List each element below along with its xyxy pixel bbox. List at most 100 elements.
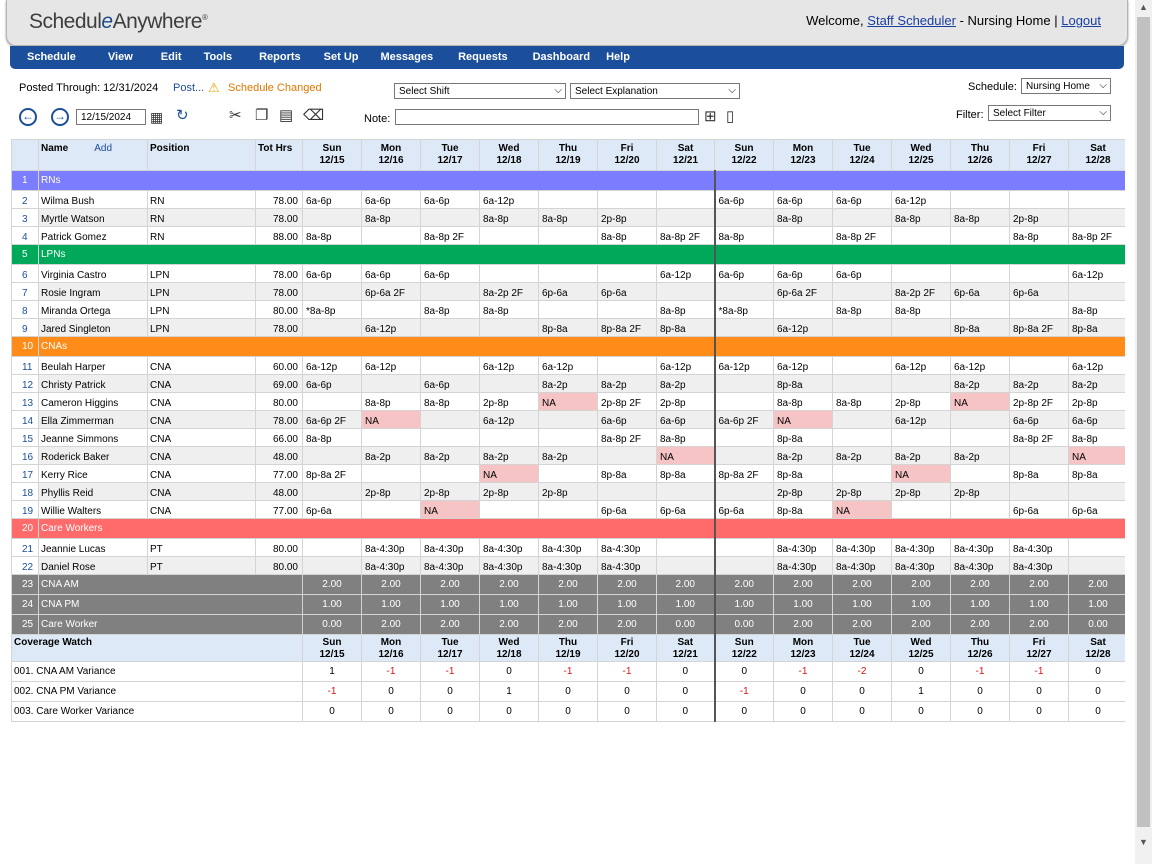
shift-cell[interactable]: 6p-6a: [1009, 282, 1069, 301]
header-day[interactable]: Thu 12/19: [538, 139, 598, 171]
copy-icon[interactable]: ❐: [255, 107, 269, 124]
shift-cell[interactable]: 6a-6p: [1068, 410, 1125, 429]
eraser-icon[interactable]: ⌫: [303, 107, 325, 124]
shift-cell[interactable]: 6a-6p 2F: [302, 410, 362, 429]
shift-cell[interactable]: 2p-8p: [773, 482, 833, 501]
shift-cell[interactable]: 8a-8p: [420, 300, 480, 319]
shift-cell[interactable]: [950, 464, 1010, 483]
shift-cell[interactable]: 6p-6a: [1068, 500, 1125, 519]
shift-cell[interactable]: [950, 300, 1010, 319]
shift-cell[interactable]: 8a-4:30p: [950, 538, 1010, 557]
user-link[interactable]: Staff Scheduler: [867, 13, 956, 28]
shift-cell[interactable]: 8a-8p: [302, 428, 362, 447]
shift-cell[interactable]: [891, 318, 951, 337]
shift-cell[interactable]: 8p-8a: [950, 318, 1010, 337]
shift-cell[interactable]: 6a-12p: [538, 356, 598, 375]
shift-cell[interactable]: NA: [950, 392, 1010, 411]
shift-cell[interactable]: [479, 374, 539, 393]
logout-link[interactable]: Logout: [1061, 13, 1101, 28]
shift-cell[interactable]: 6a-12p: [361, 356, 421, 375]
shift-cell[interactable]: [832, 282, 892, 301]
shift-cell[interactable]: [891, 428, 951, 447]
shift-cell[interactable]: [713, 208, 774, 227]
shift-cell[interactable]: [479, 428, 539, 447]
employee-name[interactable]: Beulah Harper: [38, 356, 148, 375]
shift-cell[interactable]: 8p-8a: [597, 464, 657, 483]
shift-cell[interactable]: 8a-8p: [538, 208, 598, 227]
shift-cell[interactable]: [713, 374, 774, 393]
shift-cell[interactable]: [420, 208, 480, 227]
add-employee-link[interactable]: Add: [94, 143, 113, 154]
shift-cell[interactable]: 8a-4:30p: [420, 556, 480, 575]
group-label[interactable]: Care Workers: [38, 518, 715, 539]
header-day[interactable]: Sun 12/15: [302, 139, 362, 171]
shift-cell[interactable]: [597, 264, 657, 283]
shift-cell[interactable]: [950, 264, 1010, 283]
shift-cell[interactable]: 8a-2p 2F: [479, 282, 539, 301]
header-day[interactable]: Fri 12/27: [1009, 139, 1069, 171]
shift-cell[interactable]: 6a-12p: [656, 356, 715, 375]
add-note-icon[interactable]: ⊞: [704, 108, 717, 125]
shift-cell[interactable]: [891, 374, 951, 393]
menu-set-up[interactable]: Set Up: [323, 51, 359, 63]
shift-cell[interactable]: 6a-12p: [773, 356, 833, 375]
shift-cell[interactable]: 2p-8p: [1068, 392, 1125, 411]
shift-cell[interactable]: [1009, 446, 1069, 465]
shift-cell[interactable]: [538, 264, 598, 283]
shift-cell[interactable]: [538, 410, 598, 429]
shift-cell[interactable]: [656, 538, 715, 557]
shift-cell[interactable]: 6p-6a: [597, 500, 657, 519]
employee-name[interactable]: Rosie Ingram: [38, 282, 148, 301]
shift-cell[interactable]: [420, 356, 480, 375]
shift-cell[interactable]: 8a-2p: [950, 374, 1010, 393]
shift-cell[interactable]: 8a-2p 2F: [891, 282, 951, 301]
employee-name[interactable]: Virginia Castro: [38, 264, 148, 283]
shift-cell[interactable]: [361, 464, 421, 483]
menu-help[interactable]: Help: [606, 51, 630, 63]
shift-cell[interactable]: 8a-4:30p: [420, 538, 480, 557]
shift-cell[interactable]: 8p-8a 2F: [713, 464, 774, 483]
shift-cell[interactable]: 8a-2p: [1068, 374, 1125, 393]
shift-cell[interactable]: 8a-8p: [1009, 226, 1069, 245]
shift-cell[interactable]: [1068, 482, 1125, 501]
shift-cell[interactable]: 2p-8p: [656, 392, 715, 411]
shift-cell[interactable]: [420, 318, 480, 337]
menu-reports[interactable]: Reports: [259, 51, 301, 63]
shift-cell[interactable]: 6a-12p: [361, 318, 421, 337]
shift-cell[interactable]: [361, 226, 421, 245]
shift-cell[interactable]: [302, 556, 362, 575]
shift-cell[interactable]: [832, 318, 892, 337]
shift-cell[interactable]: 6a-12p: [950, 356, 1010, 375]
shift-cell[interactable]: 8a-8p 2F: [656, 226, 715, 245]
shift-cell[interactable]: 8a-8p: [656, 300, 715, 319]
shift-cell[interactable]: 8a-8p 2F: [832, 226, 892, 245]
new-page-icon[interactable]: ▯: [726, 108, 735, 125]
shift-cell[interactable]: 6a-12p: [773, 318, 833, 337]
shift-cell[interactable]: 8a-8p: [832, 392, 892, 411]
shift-cell[interactable]: 8p-8a: [656, 464, 715, 483]
refresh-icon[interactable]: ↻: [176, 107, 189, 124]
shift-cell[interactable]: 2p-8p: [479, 482, 539, 501]
shift-cell[interactable]: 8a-8p: [1068, 300, 1125, 319]
shift-cell[interactable]: 8a-8p: [479, 208, 539, 227]
scroll-thumb[interactable]: [1137, 17, 1150, 827]
shift-cell[interactable]: 6p-6a: [538, 282, 598, 301]
shift-cell[interactable]: 8a-2p: [891, 446, 951, 465]
shift-cell[interactable]: *8a-8p: [302, 300, 362, 319]
shift-cell[interactable]: 2p-8p 2F: [597, 392, 657, 411]
shift-cell[interactable]: 8a-8p: [1068, 428, 1125, 447]
shift-cell[interactable]: 6p-6a: [950, 282, 1010, 301]
shift-cell[interactable]: [1009, 300, 1069, 319]
shift-cell[interactable]: 8a-8p: [713, 226, 774, 245]
shift-cell[interactable]: NA: [1068, 446, 1125, 465]
shift-cell[interactable]: [891, 500, 951, 519]
shift-cell[interactable]: 8a-2p: [773, 446, 833, 465]
shift-cell[interactable]: 8a-8p: [302, 226, 362, 245]
menu-dashboard[interactable]: Dashboard: [532, 51, 591, 63]
shift-cell[interactable]: NA: [538, 392, 598, 411]
coverage-label[interactable]: 001. CNA AM Variance: [11, 661, 303, 682]
shift-cell[interactable]: [1068, 538, 1125, 557]
shift-cell[interactable]: 8a-2p: [361, 446, 421, 465]
shift-cell[interactable]: 2p-8p: [832, 482, 892, 501]
shift-cell[interactable]: 8a-4:30p: [1009, 556, 1069, 575]
